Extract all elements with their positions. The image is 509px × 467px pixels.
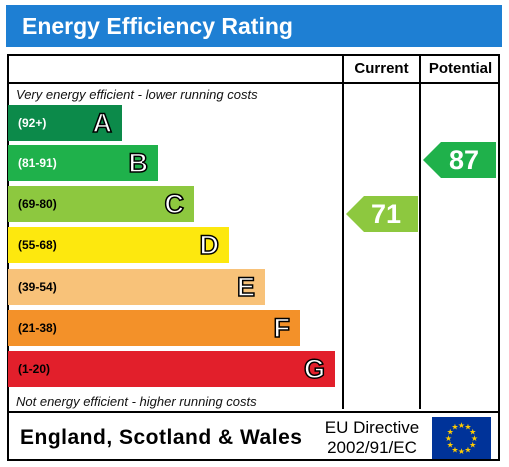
eu-star-icon: ★ (451, 445, 458, 454)
current-rating-value: 71 (370, 199, 402, 229)
band-letter: A (92, 107, 113, 139)
band-range: (92+) (18, 116, 47, 130)
current-arrow-shape (346, 196, 418, 232)
band-a: (92+) A (8, 105, 122, 141)
header-divider (7, 82, 500, 84)
chart-title: Energy Efficiency Rating (22, 13, 293, 39)
potential-column-header: Potential (428, 60, 493, 77)
band-letter: F (273, 312, 291, 344)
band-f: (21-38) F (8, 310, 300, 346)
eu-star-icon: ★ (451, 423, 458, 432)
eu-star-icon: ★ (447, 428, 454, 437)
band-letter: E (236, 271, 256, 303)
band-letter: C (164, 188, 185, 220)
current-rating-arrow: 71 (346, 196, 418, 232)
band-b: (81-91) B (8, 145, 158, 181)
potential-rating-arrow: 87 (423, 142, 496, 178)
band-range: (21-38) (18, 321, 57, 335)
band-range: (81-91) (18, 156, 57, 170)
footer-region: England, Scotland & Wales (20, 426, 303, 449)
potential-column-divider (419, 54, 421, 409)
band-d: (55-68) D (8, 227, 229, 263)
potential-arrow-shape (423, 142, 496, 178)
eu-star-icon: ★ (464, 423, 471, 432)
bottom-note: Not energy efficient - higher running co… (16, 394, 257, 409)
eu-star-icon: ★ (445, 434, 452, 443)
band-e: (39-54) E (8, 269, 265, 305)
band-letter: G (303, 353, 326, 385)
top-note: Very energy efficient - lower running co… (16, 87, 258, 102)
eu-directive-text: EU Directive 2002/91/EC (322, 418, 422, 458)
eu-directive-line2: 2002/91/EC (327, 438, 417, 457)
band-letter: D (199, 229, 220, 261)
potential-rating-value: 87 (448, 145, 480, 175)
band-letter: B (128, 147, 149, 179)
band-range: (1-20) (18, 362, 51, 376)
title-bar (6, 5, 502, 47)
band-c: (69-80) C (8, 186, 194, 222)
footer-divider (7, 411, 500, 413)
band-range: (69-80) (18, 197, 57, 211)
band-range: (39-54) (18, 280, 57, 294)
eu-star-icon: ★ (447, 441, 454, 450)
eu-star-icon: ★ (469, 428, 476, 437)
eu-star-icon: ★ (464, 445, 471, 454)
eu-star-icon: ★ (458, 447, 465, 456)
band-range: (55-68) (18, 238, 57, 252)
current-column-divider (342, 54, 344, 409)
eu-star-icon: ★ (458, 421, 465, 430)
eu-star-icon: ★ (469, 441, 476, 450)
eu-flag-icon: ★ ★ ★ ★ ★ ★ ★ ★ ★ ★ ★ ★ (432, 417, 491, 459)
eu-star-icon: ★ (471, 434, 478, 443)
current-column-header: Current (354, 60, 409, 77)
band-g: (1-20) G (8, 351, 335, 387)
eu-directive-line1: EU Directive (324, 418, 420, 437)
